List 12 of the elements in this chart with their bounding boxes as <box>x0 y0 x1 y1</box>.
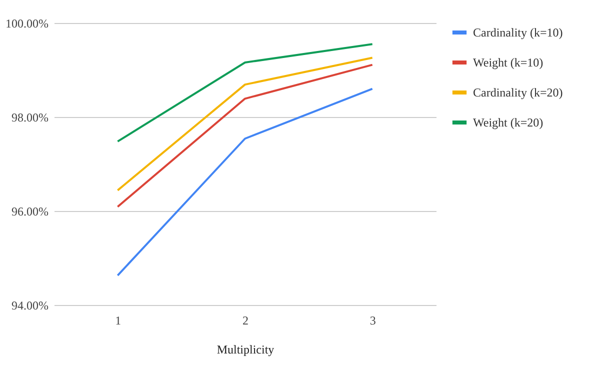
y-tick-label: 98.00% <box>12 110 48 124</box>
x-tick-label: 1 <box>115 314 122 328</box>
x-tick-label: 3 <box>370 314 376 328</box>
x-tick-label: 2 <box>242 314 248 328</box>
legend-label: Cardinality (k=10) <box>473 26 563 40</box>
legend-label: Weight (k=20) <box>473 116 544 130</box>
y-tick-label: 94.00% <box>12 298 48 312</box>
legend-label: Cardinality (k=20) <box>473 86 563 100</box>
y-tick-label: 96.00% <box>12 204 48 218</box>
legend-label: Weight (k=10) <box>473 56 544 70</box>
x-axis-title: Multiplicity <box>216 342 274 356</box>
y-tick-label: 100.00% <box>6 16 48 30</box>
